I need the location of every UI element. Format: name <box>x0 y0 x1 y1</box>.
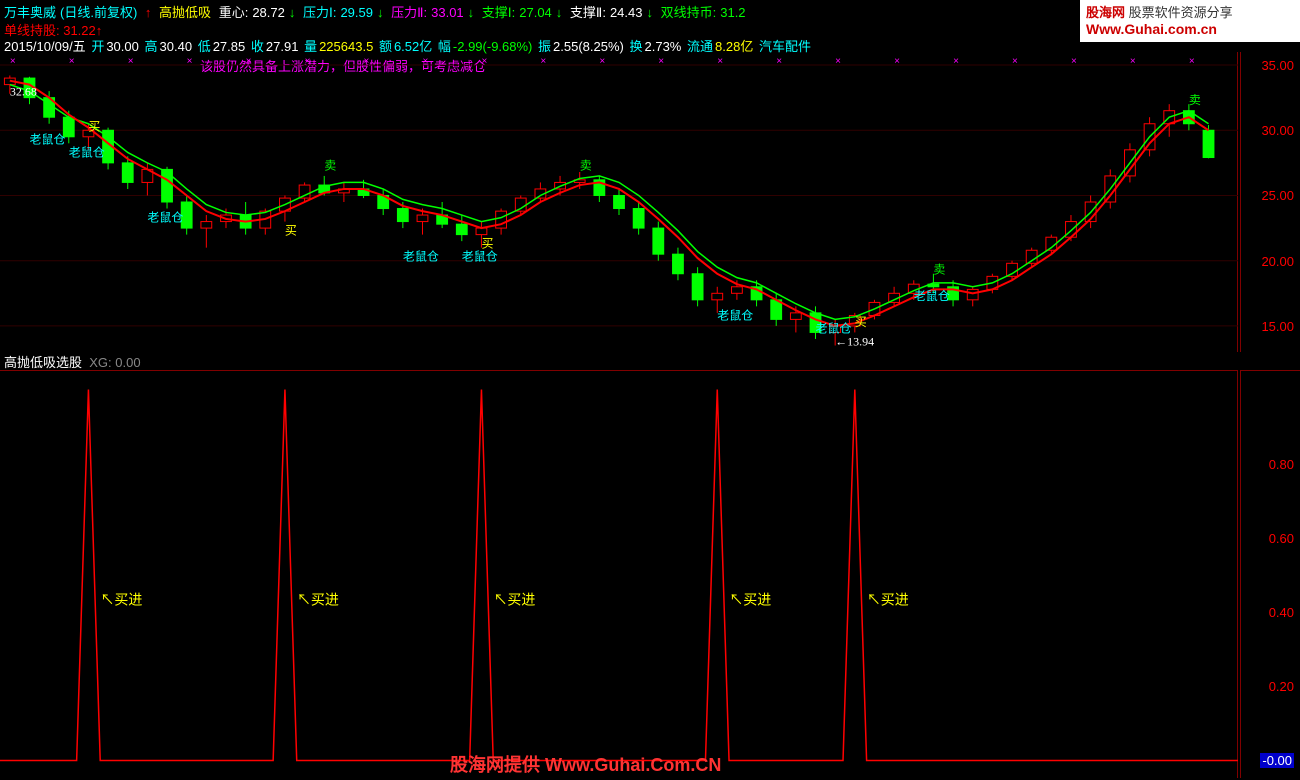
svg-text:老鼠仓: 老鼠仓 <box>29 132 65 146</box>
svg-text:↖买进: ↖买进 <box>867 593 909 609</box>
header-row1: 万丰奥威 (日线.前复权) ↑ 高抛低吸 重心:28.72 ↓ 压力Ⅰ: 29.59 ↓… <box>4 2 750 21</box>
stock-name: 万丰奥威 <box>4 5 56 20</box>
price-chart[interactable]: ×××××××××××××××××××××32.68老鼠仓老鼠仓买老鼠仓买卖老鼠… <box>0 52 1238 352</box>
price-svg: ×××××××××××××××××××××32.68老鼠仓老鼠仓买老鼠仓买卖老鼠… <box>0 52 1238 352</box>
price-ytick: 30.00 <box>1261 123 1294 138</box>
svg-text:×: × <box>422 56 428 67</box>
promo-text: 股海网提供 Www.Guhai.Com.CN <box>450 751 721 777</box>
price-ytick: 20.00 <box>1261 254 1294 269</box>
svg-text:32.68: 32.68 <box>10 84 37 98</box>
price-ytick: 15.00 <box>1261 319 1294 334</box>
indicator-ytick: 0.40 <box>1269 605 1294 620</box>
svg-text:×: × <box>717 56 723 67</box>
svg-text:↖买进: ↖买进 <box>100 593 142 609</box>
svg-text:×: × <box>776 56 782 67</box>
indicator-ytick: 0.80 <box>1269 457 1294 472</box>
price-ytick: 25.00 <box>1261 188 1294 203</box>
svg-text:×: × <box>246 56 252 67</box>
arrow-down-icon: ↓ <box>556 5 563 20</box>
arrow-down-icon: ↓ <box>468 5 475 20</box>
svg-text:×: × <box>894 56 900 67</box>
watermark-url: Www.Guhai.com.cn <box>1086 21 1294 37</box>
indicator-svg: ↖买进 ↖买进 ↖买进 ↖买进 ↖买进 <box>0 371 1238 779</box>
pressure2-label: 压力Ⅱ: <box>391 5 427 20</box>
svg-text:×: × <box>305 56 311 67</box>
svg-text:×: × <box>10 56 16 67</box>
svg-text:卖: 卖 <box>324 158 336 172</box>
arrow-up-icon: ↑ <box>145 5 152 20</box>
svg-text:老鼠仓: 老鼠仓 <box>462 250 498 264</box>
support2-val: 24.43 <box>610 5 643 20</box>
support1-label: 支撑Ⅰ: <box>482 5 515 20</box>
svg-text:买: 买 <box>88 119 100 133</box>
price-yaxis: 35.00 30.00 25.00 20.00 15.00 <box>1240 52 1300 352</box>
arrow-down-icon: ↓ <box>289 5 296 20</box>
svg-text:卖: 卖 <box>1189 93 1201 107</box>
svg-text:×: × <box>1071 56 1077 67</box>
svg-text:←13.94: ←13.94 <box>835 334 874 348</box>
svg-text:↖买进: ↖买进 <box>493 593 535 609</box>
svg-text:×: × <box>658 56 664 67</box>
xg-label: XG: <box>89 355 111 370</box>
svg-text:↖买进: ↖买进 <box>297 593 339 609</box>
svg-text:×: × <box>1012 56 1018 67</box>
arrow-down-icon: ↓ <box>646 5 653 20</box>
svg-text:老鼠仓: 老鼠仓 <box>147 211 183 225</box>
svg-text:老鼠仓: 老鼠仓 <box>816 321 852 335</box>
indicator-ytick: -0.00 <box>1260 753 1294 768</box>
double-hold-label: 双线持币: <box>661 5 717 20</box>
svg-text:老鼠仓: 老鼠仓 <box>914 289 950 303</box>
svg-text:×: × <box>128 56 134 67</box>
indicator-ytick: 0.20 <box>1269 679 1294 694</box>
svg-text:买: 买 <box>285 224 297 238</box>
svg-text:×: × <box>1189 56 1195 67</box>
svg-text:×: × <box>953 56 959 67</box>
indicator-header: 高抛低吸选股 XG: 0.00 <box>4 352 141 371</box>
indicator-title: 高抛低吸选股 <box>4 355 82 370</box>
svg-text:卖: 卖 <box>933 263 945 277</box>
indicator-ytick: 0.60 <box>1269 531 1294 546</box>
svg-text:↖买进: ↖买进 <box>729 593 771 609</box>
watermark-brand: 股海网 <box>1086 5 1125 20</box>
svg-text:×: × <box>1130 56 1136 67</box>
indicator-chart[interactable]: ↖买进 ↖买进 ↖买进 ↖买进 ↖买进 股海网提供 Www.Guhai.Com.CN <box>0 370 1238 778</box>
support2-label: 支撑Ⅱ: <box>570 5 606 20</box>
svg-text:×: × <box>481 56 487 67</box>
center-label: 重心: <box>219 5 249 20</box>
svg-text:老鼠仓: 老鼠仓 <box>717 308 753 322</box>
svg-text:×: × <box>69 56 75 67</box>
watermark-tagline: 股票软件资源分享 <box>1129 5 1233 20</box>
svg-text:×: × <box>599 56 605 67</box>
pressure2-val: 33.01 <box>431 5 464 20</box>
svg-text:老鼠仓: 老鼠仓 <box>403 250 439 264</box>
watermark: 股海网 股票软件资源分享 Www.Guhai.com.cn <box>1080 0 1300 42</box>
arrow-down-icon: ↓ <box>377 5 384 20</box>
pressure1-val: 29.59 <box>340 5 373 20</box>
svg-text:×: × <box>540 56 546 67</box>
svg-text:×: × <box>835 56 841 67</box>
price-ytick: 35.00 <box>1261 58 1294 73</box>
svg-text:卖: 卖 <box>580 158 592 172</box>
strategy-label: 高抛低吸 <box>159 5 211 20</box>
support1-val: 27.04 <box>519 5 552 20</box>
indicator-yaxis: 0.80 0.60 0.40 0.20 -0.00 <box>1240 370 1300 778</box>
svg-text:×: × <box>364 56 370 67</box>
svg-text:老鼠仓: 老鼠仓 <box>69 145 105 159</box>
svg-text:×: × <box>187 56 193 67</box>
center-val: 28.72 <box>252 5 285 20</box>
pressure1-label: 压力Ⅰ: <box>303 5 336 20</box>
period: (日线.前复权) <box>60 5 137 20</box>
double-hold-val: 31.2 <box>720 5 745 20</box>
svg-text:买: 买 <box>481 237 493 251</box>
xg-value: 0.00 <box>115 355 140 370</box>
svg-text:买: 买 <box>855 315 867 329</box>
